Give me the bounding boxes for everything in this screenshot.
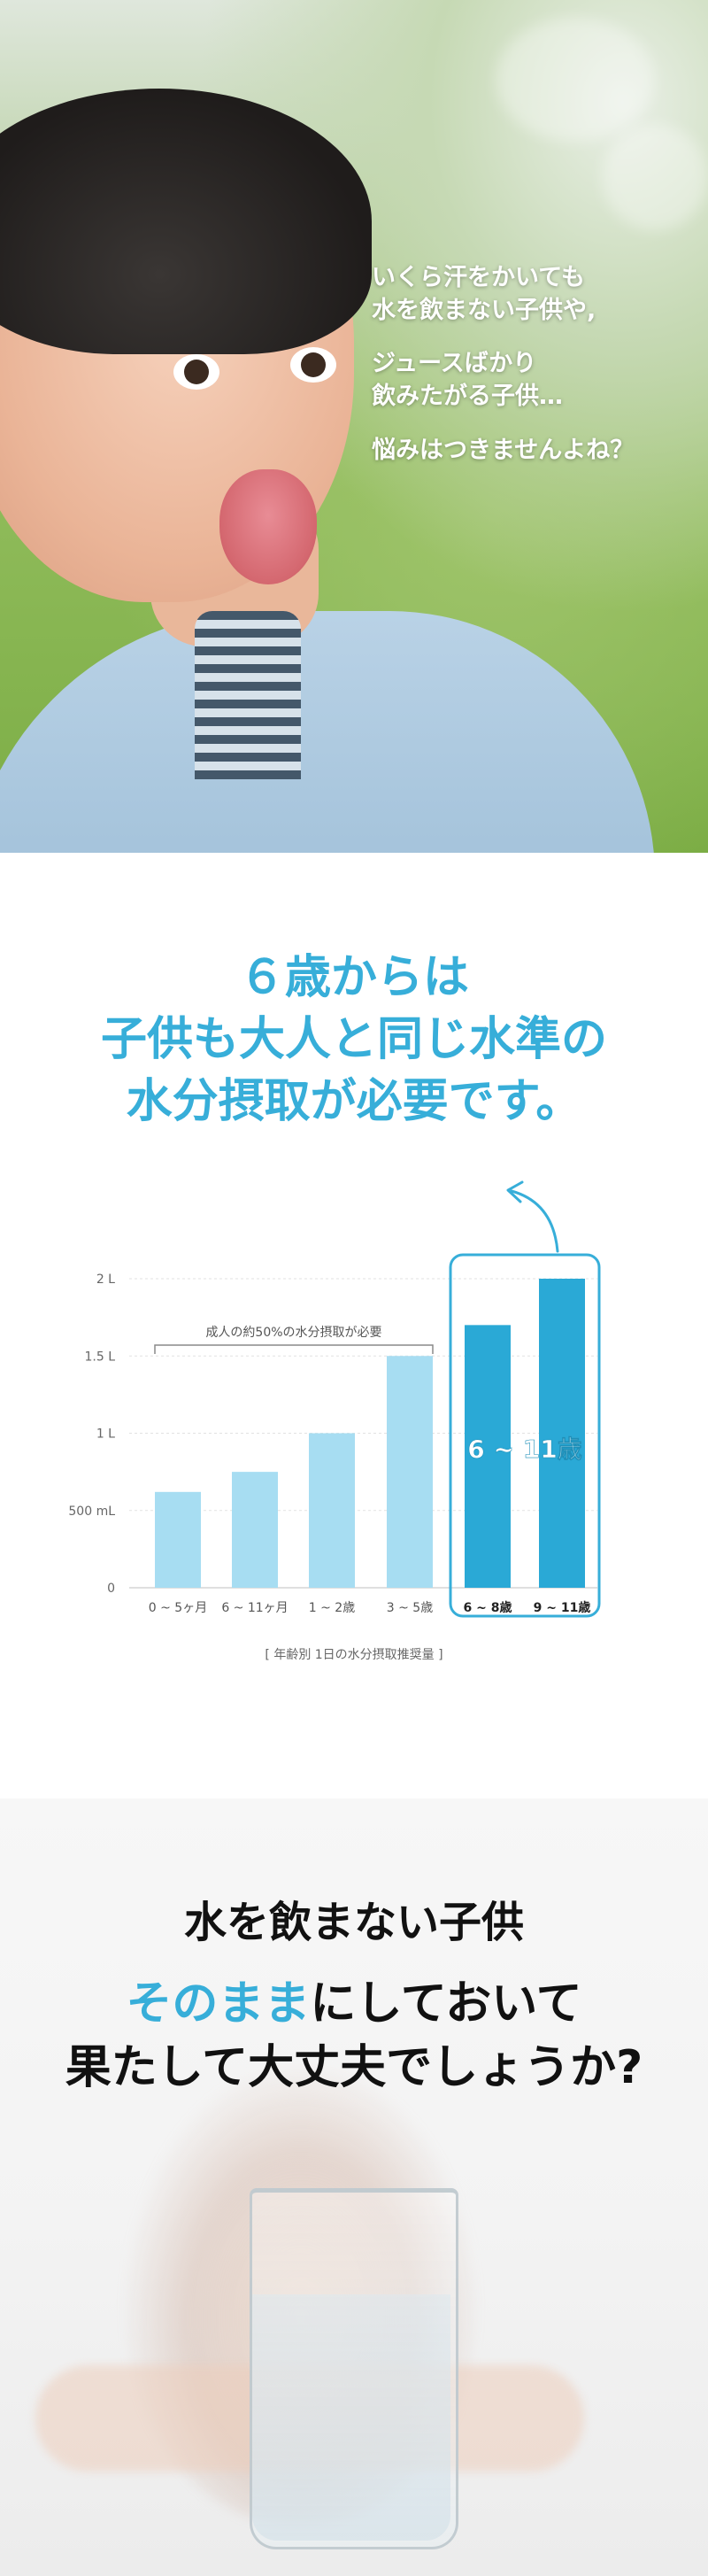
- child-hair-illustration: [0, 89, 372, 354]
- bar: [309, 1433, 355, 1588]
- highlight-frame: [449, 1253, 601, 1618]
- child-eye-illustration: [173, 354, 219, 390]
- y-tick-label: 0: [107, 1582, 115, 1596]
- hero-section: いくら汗をかいても 水を飲まない子供や, ジュースばかり 飲みたがる子供… 悩み…: [0, 0, 708, 853]
- bottom-line2: 果たして大丈夫でしょうか?: [65, 2041, 643, 2094]
- x-tick-label: 9 ~ 11歳: [534, 1600, 591, 1615]
- bottom-title: 水を飲まない子供: [183, 1898, 524, 1947]
- highlight-arrow-head: [506, 1180, 524, 1203]
- x-tick-label: 3 ~ 5歳: [387, 1601, 433, 1615]
- y-tick-label: 500 mL: [68, 1505, 115, 1519]
- chart-section: ６歳からは 子供も大人と同じ水準の 水分摂取が必要です。 0 500 mL 1 L 1…: [0, 853, 708, 1799]
- headline-line-3: 水分摂取が必要です。: [126, 1075, 582, 1128]
- hero-line: いくら汗をかいても: [372, 264, 585, 291]
- hero-line: 水を飲まない子供や,: [372, 296, 596, 324]
- child-tongue-illustration: [219, 469, 317, 584]
- headline-line-2: 子供も大人と同じ水準の: [100, 1013, 607, 1066]
- hero-line: ジュースばかり: [372, 350, 537, 378]
- bracket-line: [154, 1344, 434, 1354]
- headline-line-1: ６歳からは: [238, 951, 469, 1004]
- bar: [539, 1279, 585, 1588]
- bottom-highlight-text: そのまま: [126, 1977, 311, 2031]
- bar: [155, 1491, 201, 1588]
- bar: [465, 1325, 511, 1588]
- x-tick-label: 6 ~ 8歳: [464, 1600, 512, 1615]
- y-tick-label: 1.5 L: [84, 1350, 115, 1364]
- bar: [232, 1472, 278, 1588]
- hero-line: 飲みたがる子供…: [372, 383, 563, 411]
- glass-of-water-illustration: [250, 2188, 458, 2549]
- background-bokeh: [602, 124, 708, 230]
- bottom-question: そのままにしておいて 果たして大丈夫でしょうか?: [0, 1972, 708, 2100]
- background-bokeh: [496, 18, 655, 142]
- bar: [387, 1356, 433, 1588]
- bottom-line1-rest: にしておいて: [310, 1977, 582, 2031]
- x-tick-label: 0 ~ 5ヶ月: [149, 1601, 207, 1615]
- hero-copy: いくら汗をかいても 水を飲まない子供や, ジュースばかり 飲みたがる子供… 悩み…: [372, 262, 634, 489]
- highlight-label: 6 ~ 11歳: [467, 1435, 581, 1464]
- child-eye-illustration: [290, 347, 336, 383]
- bracket-label: 成人の約50%の水分摂取が必要: [205, 1326, 381, 1340]
- chart-caption: [ 年齢別 1日の水分摂取推奨量 ]: [265, 1648, 443, 1662]
- bottom-section: 水を飲まない子供 そのままにしておいて 果たして大丈夫でしょうか?: [0, 1799, 708, 2576]
- hero-line: 悩みはつきませんよね？: [372, 436, 635, 464]
- y-tick-label: 2 L: [96, 1273, 115, 1287]
- x-tick-label: 6 ~ 11ヶ月: [221, 1601, 288, 1615]
- child-collar-illustration: [195, 611, 301, 779]
- y-tick-label: 1 L: [96, 1427, 115, 1442]
- water-intake-bar-chart: 0 500 mL 1 L 1.5 L 2 L 0 ~ 5ヶ月 6 ~ 11ヶ月 1 ~ 2歳 3…: [68, 1180, 601, 1618]
- highlight-arrow: [510, 1189, 559, 1253]
- child-shirt-illustration: [0, 611, 655, 853]
- x-tick-label: 1 ~ 2歳: [309, 1601, 355, 1615]
